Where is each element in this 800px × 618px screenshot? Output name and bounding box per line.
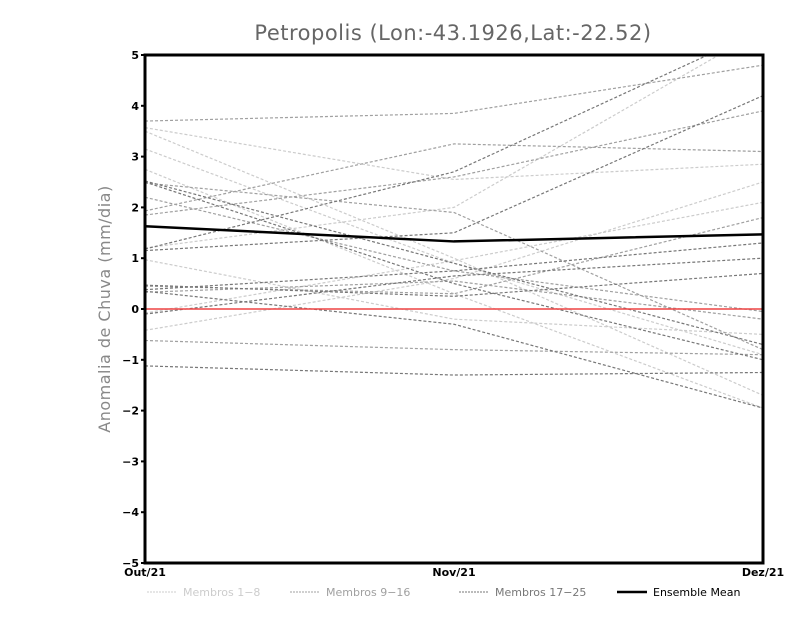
y-tick-label: −3	[122, 455, 139, 468]
member-line-group-2	[145, 110, 763, 216]
y-tick-label: −2	[122, 405, 139, 418]
member-line-group-1	[145, 130, 763, 396]
x-tick-label: Out/21	[124, 566, 166, 579]
member-line-group-3	[145, 242, 763, 291]
member-line-group-1	[145, 127, 763, 181]
y-tick-label: 5	[131, 49, 139, 62]
legend-label: Membros 9−16	[326, 586, 410, 599]
member-line-group-3	[145, 272, 763, 297]
legend-item: Ensemble Mean	[617, 586, 740, 599]
member-line-group-2	[145, 143, 763, 212]
member-line-group-2	[145, 280, 763, 320]
legend-label: Membros 1−8	[183, 586, 260, 599]
y-tick-label: 1	[131, 252, 139, 265]
y-axis-label: Anomalia de Chuva (mm/dia)	[95, 185, 114, 432]
member-line-group-1	[145, 55, 721, 249]
plot-frame	[143, 53, 765, 565]
member-line-group-3	[145, 180, 763, 346]
member-line-group-3	[145, 181, 763, 361]
legend-item: Membros 1−8	[147, 586, 260, 599]
y-tick-label: −4	[122, 506, 139, 519]
y-tick-label: −5	[122, 557, 139, 570]
member-line-group-1	[145, 168, 763, 409]
legend-label: Ensemble Mean	[653, 586, 740, 599]
member-line-group-2	[145, 339, 763, 356]
chart-title: Petropolis (Lon:-43.1926,Lat:-22.52)	[254, 21, 651, 45]
y-tick-label: 4	[131, 100, 139, 113]
member-line-group-3	[145, 290, 763, 409]
member-line-group-3	[145, 257, 763, 315]
x-tick-label: Nov/21	[432, 566, 475, 579]
legend-item: Membros 17−25	[459, 586, 586, 599]
x-tick-label: Dez/21	[742, 566, 784, 579]
member-line-group-2	[145, 196, 763, 313]
member-line-group-2	[145, 216, 763, 295]
member-line-group-2	[145, 182, 763, 351]
member-line-group-3	[145, 55, 710, 250]
y-tick-label: 2	[131, 201, 139, 214]
member-line-group-2	[145, 64, 763, 122]
legend-label: Membros 17−25	[495, 586, 586, 599]
member-line-group-1	[145, 259, 763, 335]
legend-item: Membros 9−16	[290, 586, 410, 599]
ensemble-mean-line	[145, 224, 763, 243]
y-tick-label: 3	[131, 151, 139, 164]
member-line-group-3	[145, 365, 763, 376]
y-tick-label: 0	[131, 303, 139, 316]
y-tick-label: −1	[122, 354, 139, 367]
